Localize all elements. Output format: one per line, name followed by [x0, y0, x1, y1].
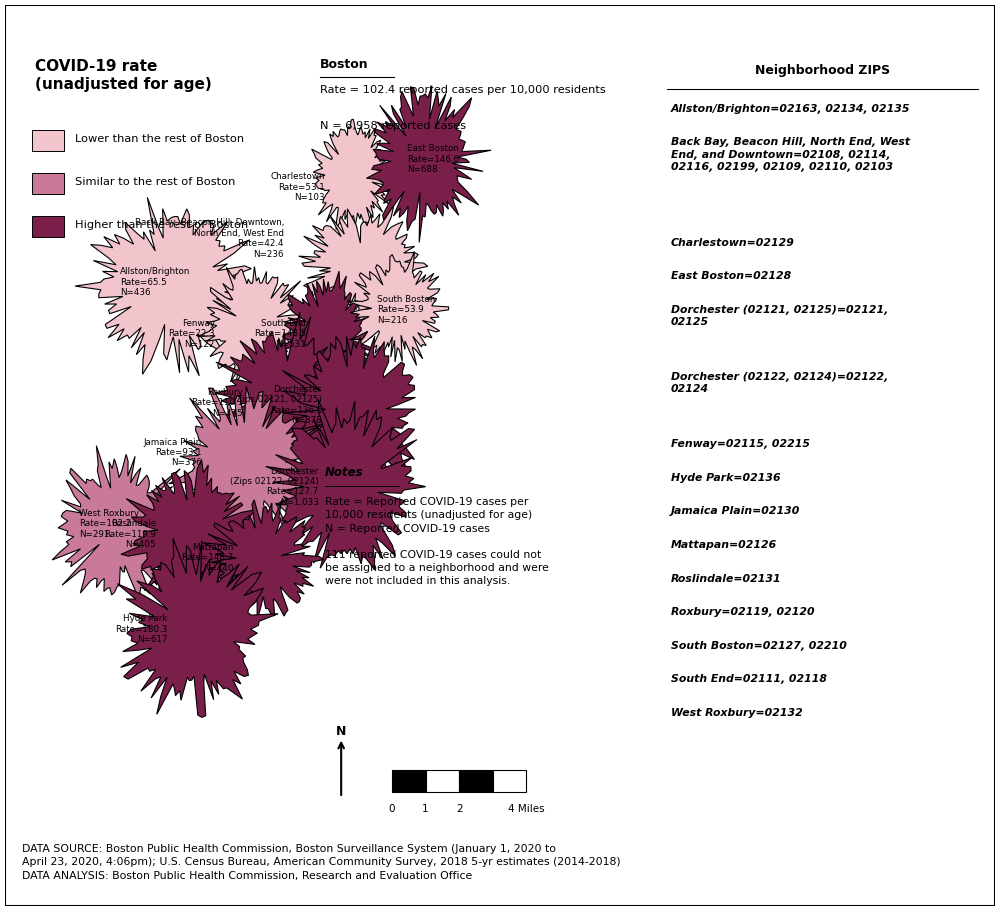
Text: 4 Miles: 4 Miles [508, 804, 544, 814]
Polygon shape [169, 386, 319, 551]
Text: Hyde Park
Rate=180.3
N=617: Hyde Park Rate=180.3 N=617 [115, 614, 168, 644]
Text: East Boston
Rate=146.6
N=688: East Boston Rate=146.6 N=688 [407, 144, 459, 174]
Text: Allston/Brighton
Rate=65.5
N=436: Allston/Brighton Rate=65.5 N=436 [120, 267, 191, 297]
Text: Neighborhood ZIPS: Neighborhood ZIPS [755, 64, 890, 77]
Text: Back Bay, Beacon Hill, North End, West
End, and Downtown=02108, 02114,
02116, 02: Back Bay, Beacon Hill, North End, West E… [671, 137, 910, 172]
Text: Dorchester
(Zips 02122, 02124)
Rate=127.7
N=1,033: Dorchester (Zips 02122, 02124) Rate=127.… [230, 466, 319, 507]
Text: Fenway
Rate=22.3
N=122: Fenway Rate=22.3 N=122 [168, 319, 215, 349]
Bar [459, 770, 493, 792]
Text: West Roxbury
Rate=102.2
N=291: West Roxbury Rate=102.2 N=291 [79, 509, 139, 538]
Text: West Roxbury=02132: West Roxbury=02132 [671, 708, 802, 718]
FancyBboxPatch shape [32, 129, 64, 151]
Text: South End
Rate=148.5
N=531: South End Rate=148.5 N=531 [254, 319, 306, 349]
Polygon shape [312, 119, 396, 230]
Text: Rate = 102.4 reported cases per 10,000 residents: Rate = 102.4 reported cases per 10,000 r… [320, 86, 606, 96]
Polygon shape [121, 459, 261, 610]
Text: Dorchester (02122, 02124)=02122,
02124: Dorchester (02122, 02124)=02122, 02124 [671, 372, 888, 394]
Text: Hyde Park=02136: Hyde Park=02136 [671, 473, 780, 483]
Text: 0: 0 [389, 804, 395, 814]
Text: Fenway=02115, 02215: Fenway=02115, 02215 [671, 439, 810, 449]
Polygon shape [347, 251, 449, 365]
Text: DATA SOURCE: Boston Public Health Commission, Boston Surveillance System (Januar: DATA SOURCE: Boston Public Health Commis… [22, 844, 620, 881]
Text: Dorchester (02121, 02125)=02121,
02125: Dorchester (02121, 02125)=02121, 02125 [671, 305, 888, 327]
FancyBboxPatch shape [32, 216, 64, 238]
Text: COVID-19 rate
(unadjusted for age): COVID-19 rate (unadjusted for age) [35, 59, 212, 92]
Polygon shape [75, 198, 251, 376]
FancyBboxPatch shape [32, 173, 64, 194]
Polygon shape [215, 312, 356, 472]
Polygon shape [275, 271, 382, 394]
Text: Notes: Notes [325, 466, 364, 479]
Text: Higher than the rest of Boston: Higher than the rest of Boston [75, 220, 248, 230]
Text: Charlestown=02129: Charlestown=02129 [671, 238, 795, 248]
Text: N: N [336, 725, 346, 738]
Bar [392, 770, 426, 792]
Text: Jamaica Plain
Rate=93.1
N=376: Jamaica Plain Rate=93.1 N=376 [144, 437, 202, 467]
Polygon shape [198, 267, 313, 383]
Text: 1: 1 [422, 804, 429, 814]
Text: Roslindale
Rate=119.9
N=405: Roslindale Rate=119.9 N=405 [104, 519, 156, 549]
Text: 2: 2 [456, 804, 462, 814]
Polygon shape [266, 400, 426, 570]
Bar [493, 770, 526, 792]
Bar [426, 770, 459, 792]
Text: Similar to the rest of Boston: Similar to the rest of Boston [75, 177, 235, 187]
Text: Back Bay, Beacon Hill, Downtown,
North End, West End
Rate=42.4
N=236: Back Bay, Beacon Hill, Downtown, North E… [135, 219, 284, 259]
Polygon shape [52, 445, 185, 595]
Text: Roxbury
Rate=110.1
N=475: Roxbury Rate=110.1 N=475 [191, 388, 243, 417]
Text: Charlestown
Rate=53.1
N=103: Charlestown Rate=53.1 N=103 [270, 172, 325, 202]
Text: Jamaica Plain=02130: Jamaica Plain=02130 [671, 507, 800, 517]
Polygon shape [367, 86, 491, 242]
Text: Dorchester
(Zips 02121, 02125)
Rate=136.6
N=878: Dorchester (Zips 02121, 02125) Rate=136.… [233, 384, 322, 425]
Text: East Boston=02128: East Boston=02128 [671, 271, 791, 281]
Text: N = 6,958 reported cases: N = 6,958 reported cases [320, 121, 466, 131]
Text: Mattapan=02126: Mattapan=02126 [671, 540, 777, 550]
Polygon shape [281, 336, 416, 507]
Text: South End=02111, 02118: South End=02111, 02118 [671, 674, 827, 684]
Text: Boston: Boston [320, 58, 369, 71]
Text: Lower than the rest of Boston: Lower than the rest of Boston [75, 134, 244, 144]
Text: Roslindale=02131: Roslindale=02131 [671, 574, 781, 584]
Text: Allston/Brighton=02163, 02134, 02135: Allston/Brighton=02163, 02134, 02135 [671, 104, 910, 114]
Polygon shape [117, 538, 278, 717]
Polygon shape [195, 500, 324, 620]
Polygon shape [299, 206, 428, 333]
Text: Rate = Reported COVID-19 cases per
10,000 residents (unadjusted for age)
N = Rep: Rate = Reported COVID-19 cases per 10,00… [325, 497, 549, 587]
Text: South Boston
Rate=53.9
N=216: South Boston Rate=53.9 N=216 [377, 295, 435, 325]
Text: Mattapan
Rate=148.7
N=440: Mattapan Rate=148.7 N=440 [181, 543, 234, 573]
Text: Roxbury=02119, 02120: Roxbury=02119, 02120 [671, 607, 814, 617]
Text: South Boston=02127, 02210: South Boston=02127, 02210 [671, 640, 847, 650]
